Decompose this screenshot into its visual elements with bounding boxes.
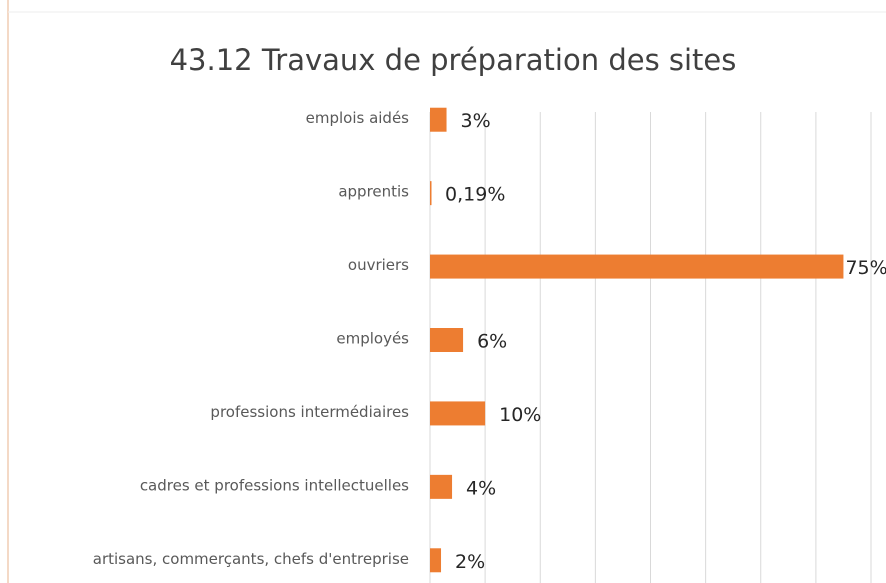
data-label: 6% bbox=[477, 331, 507, 353]
bar bbox=[430, 474, 453, 499]
data-label: 2% bbox=[455, 551, 485, 573]
y-tick-label: artisans, commerçants, chefs d'entrepris… bbox=[93, 550, 409, 568]
data-label: 4% bbox=[466, 477, 496, 499]
bar bbox=[430, 401, 486, 426]
bar bbox=[430, 181, 432, 206]
y-tick-label: cadres et professions intellectuelles bbox=[140, 476, 409, 494]
bar bbox=[430, 107, 447, 132]
data-label: 3% bbox=[461, 110, 491, 132]
data-label: 0,19% bbox=[445, 184, 505, 206]
bar bbox=[430, 254, 844, 279]
y-tick-label: ouvriers bbox=[348, 256, 409, 274]
bar bbox=[430, 328, 464, 352]
data-label: 75% bbox=[845, 257, 886, 279]
bar bbox=[430, 548, 442, 573]
data-label: 10% bbox=[499, 404, 541, 426]
y-tick-label: employés bbox=[336, 330, 409, 348]
y-tick-label: apprentis bbox=[338, 183, 409, 201]
y-tick-label: professions intermédiaires bbox=[210, 403, 409, 421]
chart-title: 43.12 Travaux de préparation des sites bbox=[170, 43, 737, 77]
y-tick-label: emplois aidés bbox=[306, 109, 410, 127]
